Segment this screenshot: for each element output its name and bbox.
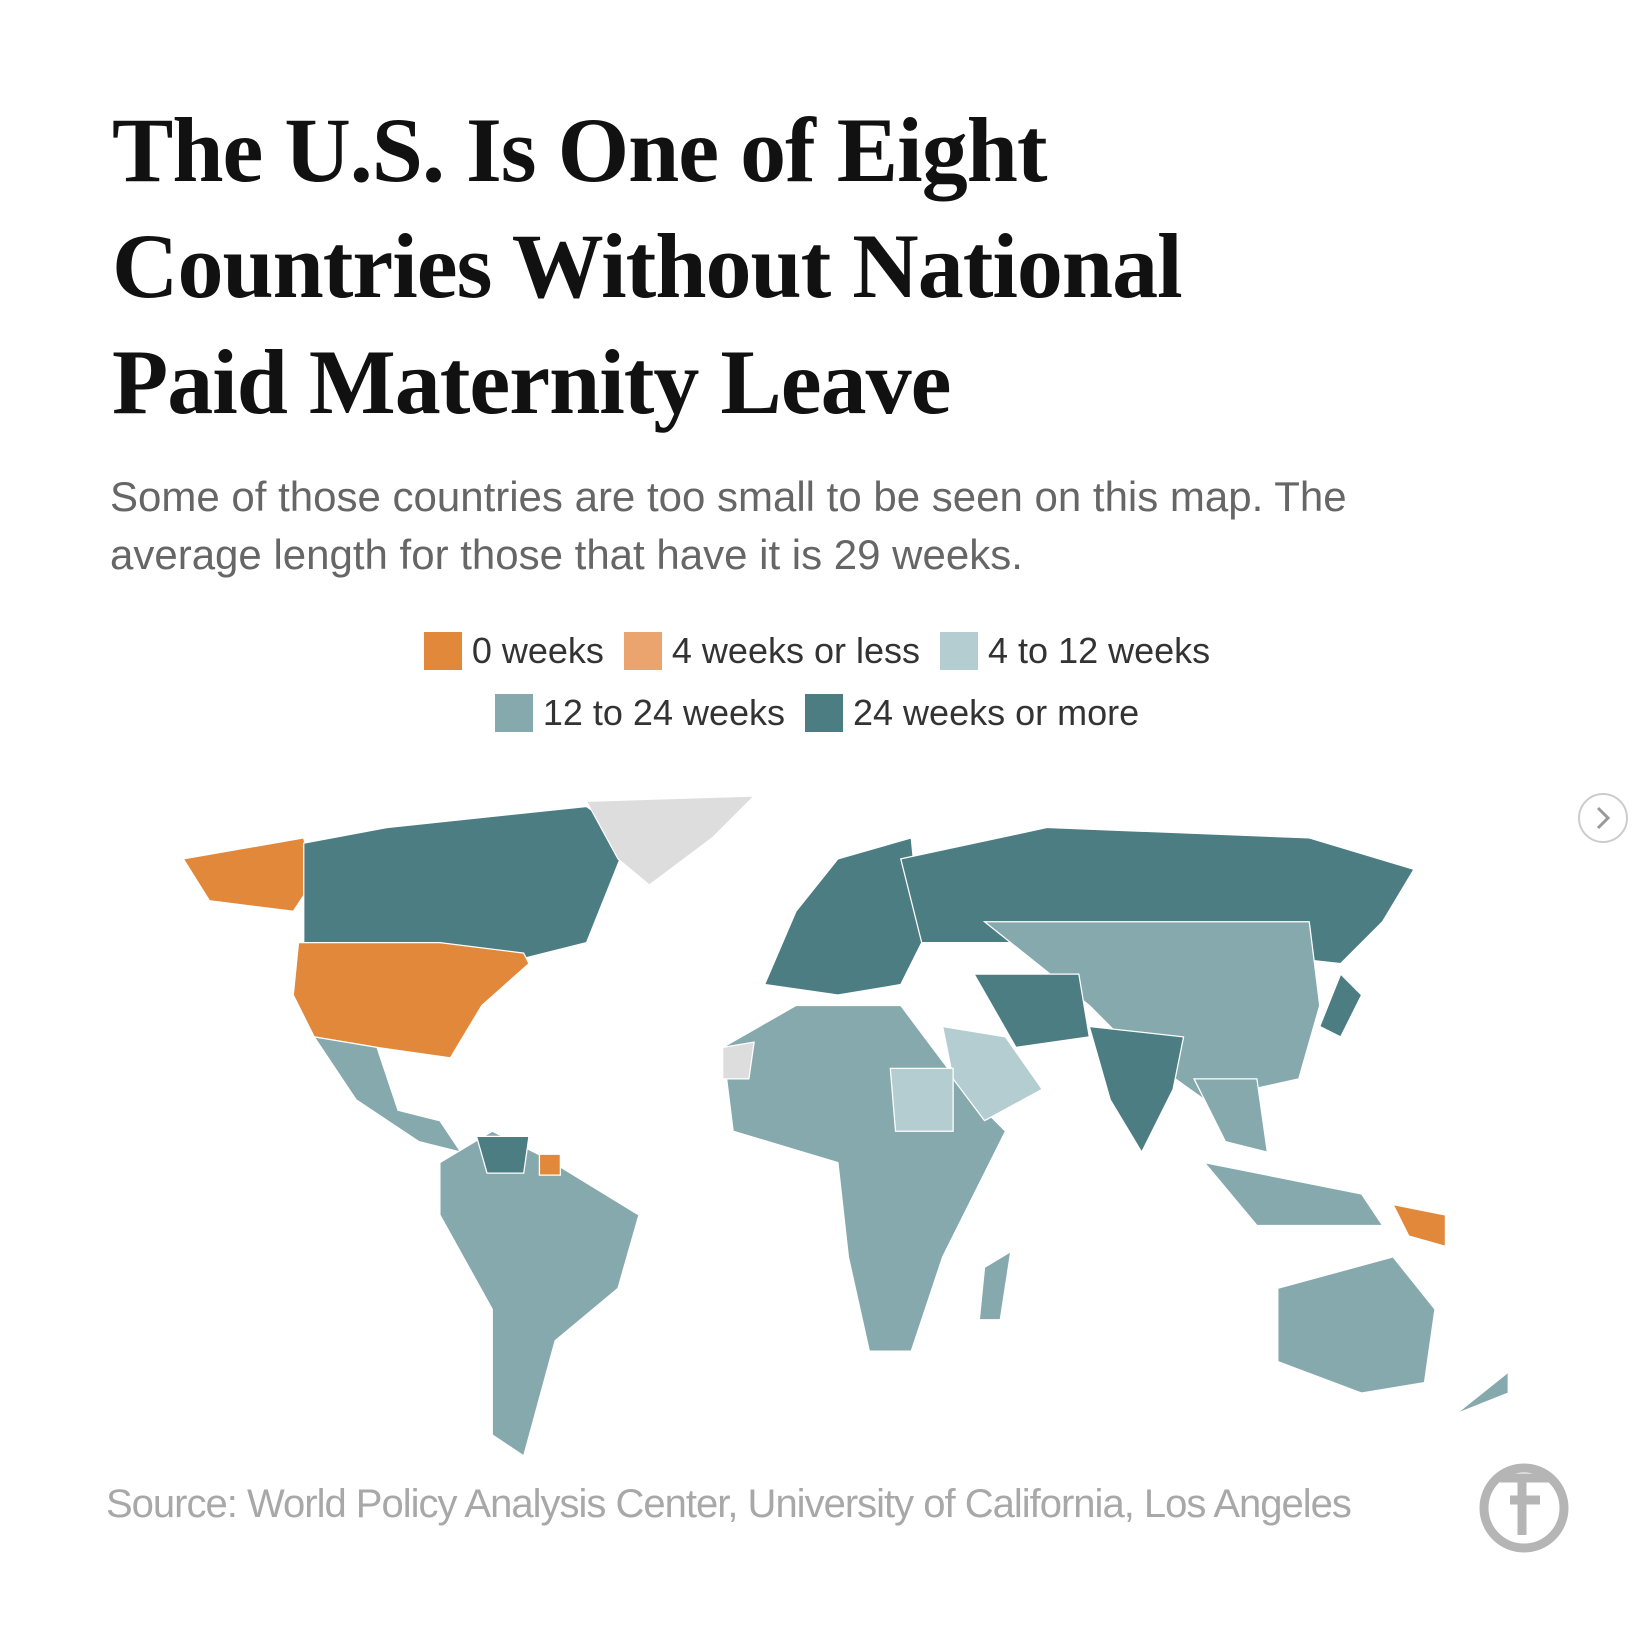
new-zealand [1455,1370,1509,1415]
world-map [182,795,1509,1457]
logo-ring [1479,1463,1569,1553]
venezuela [475,1135,530,1174]
asia [982,921,1321,1101]
legend-label: 12 to 24 weeks [542,692,786,733]
legend-item: 12 to 24 weeks [494,692,786,734]
legend-row: 12 to 24 weeks 24 weeks or more [0,682,1634,744]
title: The U.S. Is One of Eight Countries Witho… [112,99,1183,433]
legend: 0 weeks 4 weeks or less 4 to 12 weeks 12 t… [0,620,1634,744]
next-button-circle[interactable] [1578,793,1628,843]
legend-label: 24 weeks or more [853,692,1140,733]
legend-item: 4 to 12 weeks [940,630,1210,672]
subtitle: Some of those countries are too small to… [110,473,1347,578]
madagascar [978,1250,1012,1321]
source: Source: World Policy Analysis Center, Un… [106,1482,1352,1526]
southeast-asia [1193,1078,1269,1153]
legend-swatch [805,694,844,732]
alaska [182,837,315,912]
nyt-logo [1479,1463,1569,1553]
legend-label: 4 weeks or less [671,630,921,671]
south-america [439,1130,640,1457]
next-arrow[interactable] [1596,806,1611,830]
legend-item: 4 weeks or less [623,630,921,672]
legend-item: 0 weeks [423,630,604,672]
indonesia [1202,1161,1384,1227]
legend-swatch [423,632,462,670]
sudan [889,1067,954,1132]
logo-mark [1500,1473,1550,1535]
canada [303,805,630,960]
australia [1277,1256,1436,1394]
greenland [585,795,756,886]
western-sahara [722,1041,755,1080]
mexico [312,1036,463,1154]
europe [763,837,923,996]
next-button[interactable] [1578,793,1628,843]
papua-new-guinea [1391,1203,1447,1248]
legend-swatch [494,694,533,732]
legend-swatch [623,632,662,670]
usa [292,942,530,1059]
india [1088,1025,1185,1154]
legend-label: 4 to 12 weeks [988,630,1211,671]
suriname [538,1153,561,1176]
legend-swatch [940,632,979,670]
japan [1318,972,1363,1038]
legend-row: 0 weeks 4 weeks or less 4 to 12 weeks [0,620,1634,682]
iran [972,973,1091,1049]
legend-item: 24 weeks or more [805,692,1139,734]
legend-label: 0 weeks [471,630,604,671]
